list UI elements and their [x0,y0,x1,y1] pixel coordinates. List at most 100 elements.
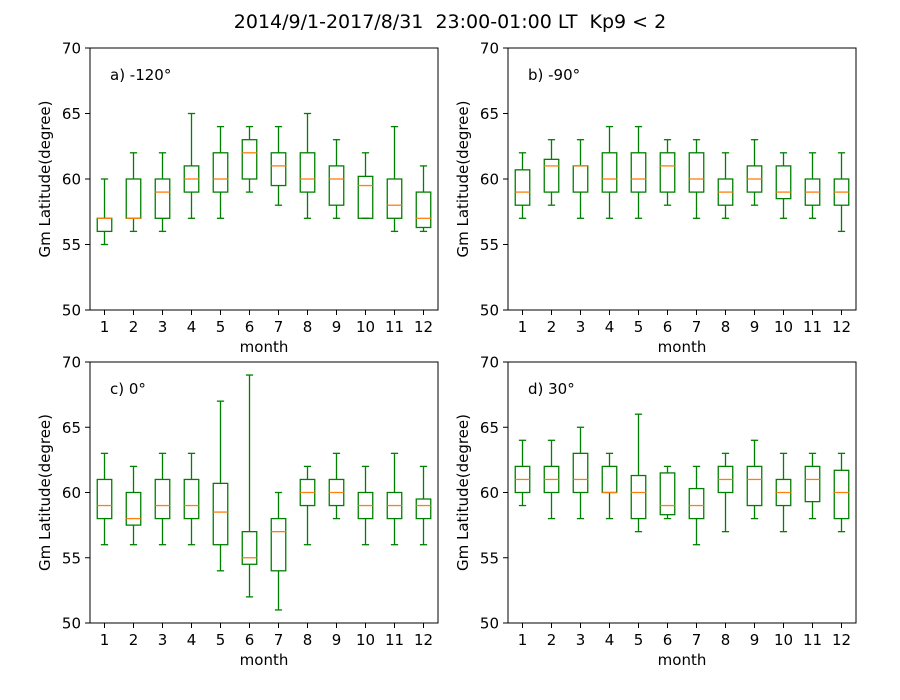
x-tick-label: 6 [245,318,255,336]
y-tick-label: 55 [62,549,81,567]
box-month-4 [601,125,618,219]
iqr-box [415,191,432,229]
x-tick-label: 1 [100,631,110,649]
box-month-8 [717,452,734,533]
iqr-box [125,491,142,526]
x-tick-label: 2 [547,318,557,336]
x-tick-label: 11 [385,631,404,649]
box-month-10 [775,152,792,219]
iqr-box [514,169,531,206]
y-tick-label: 65 [62,419,81,437]
x-tick-label: 9 [750,318,760,336]
y-axis-label: Gm Latitude(degree) [454,100,472,257]
box-month-4 [183,452,200,546]
x-tick-label: 11 [385,318,404,336]
x-tick-label: 2 [129,631,139,649]
y-tick-label: 65 [480,419,499,437]
x-tick-label: 6 [663,318,673,336]
box-month-3 [572,426,589,520]
iqr-box [212,482,229,546]
iqr-box [241,139,258,180]
box-month-12 [833,152,850,233]
iqr-box [688,152,705,193]
box-month-6 [241,374,258,598]
x-tick-label: 1 [518,318,528,336]
axes-frame [89,361,439,624]
panel-label: b) -90° [528,66,580,84]
iqr-box [543,158,560,193]
box-month-3 [572,139,589,219]
x-tick-label: 10 [774,631,793,649]
box-month-10 [775,452,792,533]
iqr-box [212,152,229,193]
x-tick-label: 9 [332,318,342,336]
x-tick-label: 10 [774,318,793,336]
box-month-6 [241,125,258,193]
x-tick-label: 2 [547,631,557,649]
x-tick-label: 6 [245,631,255,649]
iqr-box [386,178,403,219]
box-month-7 [270,125,287,206]
x-tick-label: 10 [356,318,375,336]
iqr-box [659,152,676,193]
axes-frame [507,47,857,311]
box-month-1 [514,439,531,507]
box-month-4 [601,452,618,520]
panel-label: d) 30° [528,380,575,398]
x-axis-label: month [240,651,289,669]
y-tick-label: 55 [62,236,81,254]
x-tick-label: 2 [129,318,139,336]
y-axis-label: Gm Latitude(degree) [454,414,472,571]
x-tick-label: 1 [518,631,528,649]
box-month-8 [717,152,734,219]
box-month-5 [630,125,647,219]
axes-frame [507,361,857,624]
iqr-box [154,178,171,219]
x-tick-label: 3 [158,631,168,649]
box-month-6 [659,465,676,520]
iqr-box [154,478,171,520]
iqr-box [270,517,287,572]
x-axis-label: month [240,338,289,356]
box-month-5 [630,413,647,533]
box-month-2 [125,152,142,233]
y-tick-label: 55 [480,236,499,254]
box-month-4 [183,112,200,219]
figure-title: 2014/9/1-2017/8/31 23:00-01:00 LT Kp9 < … [234,11,666,33]
x-tick-label: 5 [216,631,226,649]
x-tick-label: 3 [576,631,586,649]
iqr-box [833,469,850,520]
x-tick-label: 8 [721,318,731,336]
box-month-9 [328,452,345,520]
box-month-2 [125,465,142,546]
box-month-9 [746,139,763,206]
x-tick-label: 7 [274,318,284,336]
y-tick-label: 65 [62,105,81,123]
box-month-11 [804,452,821,520]
y-tick-label: 70 [480,354,499,372]
iqr-box [630,474,647,520]
x-tick-label: 11 [803,631,822,649]
y-tick-label: 60 [480,484,499,502]
box-month-1 [96,452,113,546]
box-month-2 [543,139,560,206]
iqr-box [601,152,618,193]
box-month-9 [328,139,345,219]
y-tick-label: 50 [480,302,499,320]
box-month-10 [357,465,374,546]
panel-label: c) 0° [110,380,146,398]
iqr-box [96,478,113,520]
iqr-box [96,217,113,233]
iqr-box [270,152,287,187]
x-tick-label: 8 [721,631,731,649]
x-tick-label: 12 [832,318,851,336]
x-tick-label: 1 [100,318,110,336]
x-tick-label: 9 [332,631,342,649]
iqr-box [630,152,647,193]
x-axis-label: month [658,651,707,669]
x-tick-label: 4 [187,631,197,649]
